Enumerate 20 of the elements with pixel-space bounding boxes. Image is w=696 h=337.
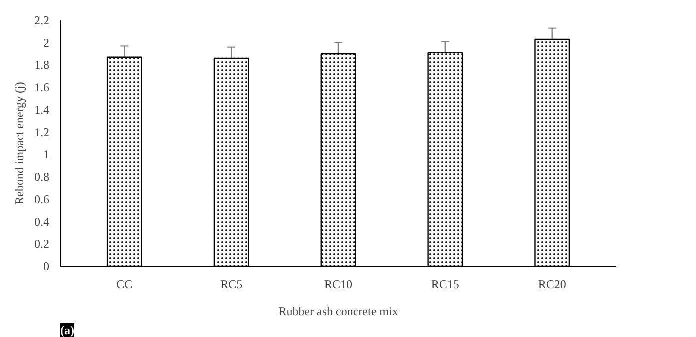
x-tick-label: CC — [116, 278, 133, 292]
y-tick-label: 1 — [44, 148, 50, 162]
y-axis-title: Rebond impact energy (j) — [12, 82, 26, 205]
y-tick-label: 1.2 — [34, 125, 50, 140]
y-tick-label: 0.4 — [34, 214, 50, 229]
x-tick-label: RC10 — [324, 278, 353, 292]
x-axis-title: Rubber ash concrete mix — [278, 304, 398, 318]
y-tick-label: 0.2 — [34, 237, 50, 252]
y-tick-label: 2.2 — [34, 14, 50, 28]
y-tick-label: 1.4 — [34, 102, 50, 117]
y-tick-label: 0.6 — [34, 192, 50, 206]
y-tick-label: 2 — [44, 36, 50, 50]
y-tick-label: 0 — [44, 260, 50, 274]
x-tick-label: RC15 — [431, 278, 460, 292]
x-tick-label: RC5 — [220, 278, 243, 292]
y-tick-label: 1.8 — [34, 58, 50, 72]
y-tick-label: 1.6 — [34, 80, 50, 95]
text: (a) — [60, 324, 74, 337]
y-tick-label: 0.8 — [34, 170, 50, 184]
x-tick-label: RC20 — [538, 278, 566, 292]
